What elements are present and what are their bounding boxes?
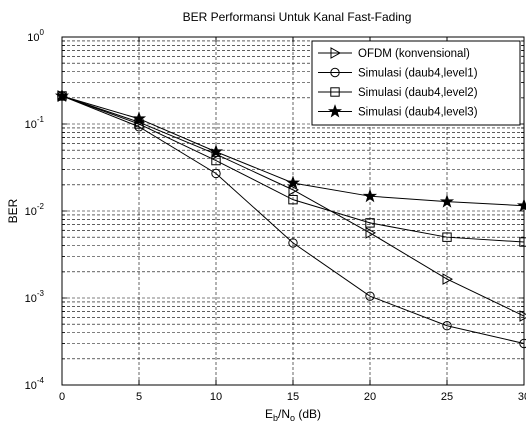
legend: OFDM (konvensional) Simulasi (daub4,level… (311, 40, 521, 126)
series-4-point (362, 188, 378, 203)
series-4-point (131, 111, 147, 125)
series-2-point (365, 291, 375, 301)
chart-title: BER Performansi Untuk Kanal Fast-Fading (183, 10, 412, 24)
legend-marker (330, 47, 342, 59)
y-tick-labels: 100 10-1 10-2 10-3 10-4 (25, 28, 45, 392)
series-line-3 (61, 95, 525, 243)
y-tick-label: 10-1 (25, 115, 45, 131)
series-3-point (211, 155, 221, 166)
legend-marker (327, 104, 343, 118)
series-1-point (442, 273, 454, 285)
legend-marker (330, 67, 340, 78)
legend-label: Simulasi (daub4,level2) (358, 87, 478, 99)
series-2-point (211, 168, 221, 179)
y-tick-label: 100 (27, 28, 44, 44)
series-1-point (288, 184, 300, 196)
x-tick-label: 5 (136, 391, 142, 403)
x-tick-label: 10 (210, 391, 222, 403)
y-tick-label: 10-2 (25, 202, 45, 218)
x-tick-label: 25 (441, 391, 453, 403)
legend-label: OFDM (konvensional) (358, 48, 470, 60)
x-tick-label: 30 (518, 391, 526, 403)
series-3-point (365, 218, 375, 228)
x-tick-label: 0 (59, 391, 65, 403)
y-axis-label: BER (6, 198, 20, 223)
x-tick-label: 15 (287, 391, 299, 403)
axis-ticks (61, 37, 525, 386)
series-3-point (442, 232, 452, 242)
series-3-point (288, 194, 298, 205)
series-4-point (208, 144, 224, 158)
series-4-point (439, 194, 455, 208)
x-tick-label: 20 (364, 391, 376, 403)
x-axis-label: Eb/No (dB) (265, 407, 321, 423)
y-tick-label: 10-4 (25, 376, 45, 392)
y-tick-label: 10-3 (25, 289, 45, 305)
series-2-point (288, 238, 298, 248)
series-4-point (285, 175, 301, 189)
series-line-2 (61, 95, 525, 344)
series-1-point (365, 227, 377, 239)
legend-label: Simulasi (daub4,level1) (358, 68, 478, 80)
x-tick-labels: 0 5 10 15 20 25 30 (59, 391, 526, 403)
legend-label: Simulasi (daub4,level3) (358, 107, 478, 119)
series-2-point (442, 321, 452, 331)
legend-marker (330, 87, 340, 97)
